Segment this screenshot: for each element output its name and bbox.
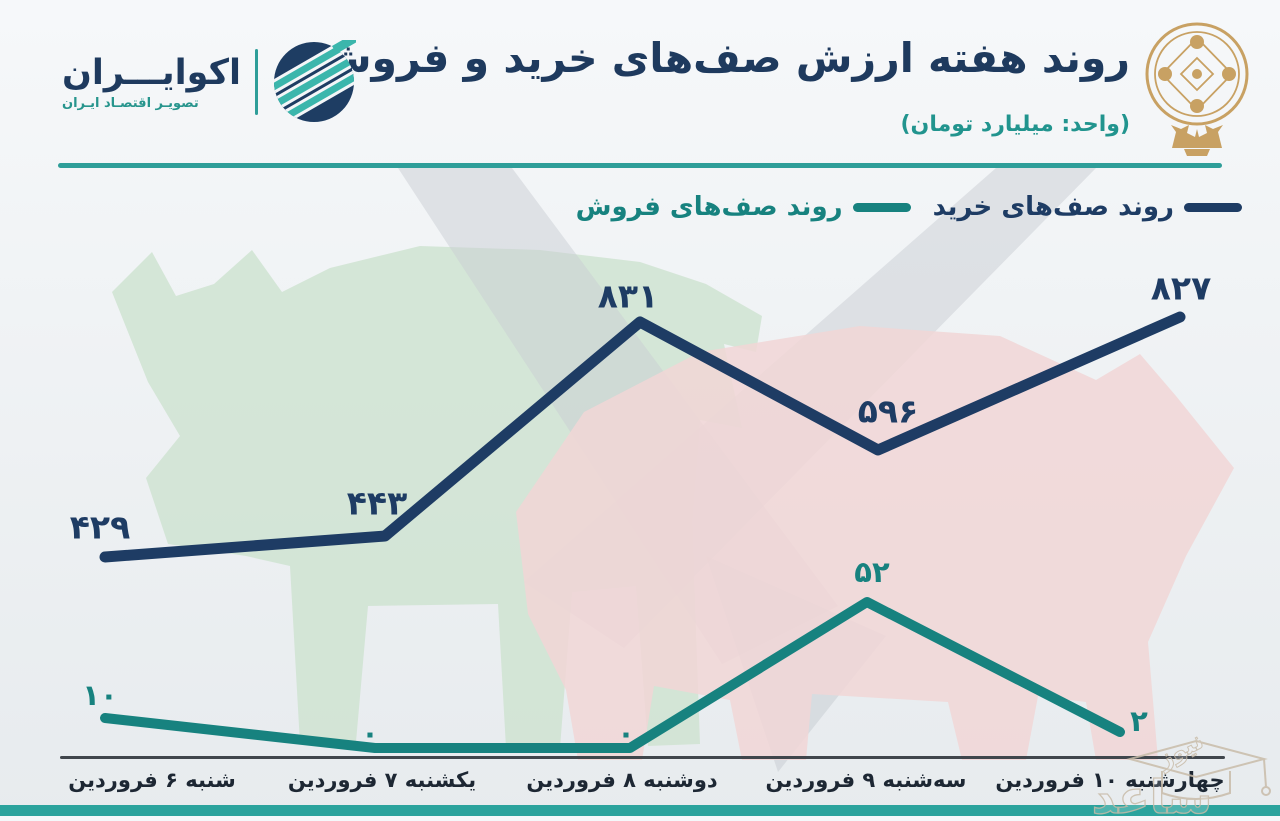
sell-line-swatch [852,202,911,212]
header-divider [58,163,1222,168]
page-title: روند هفته ارزش صف‌های خرید و فروش [314,34,1130,82]
buy-legend-label: روند صف‌های خرید [932,192,1174,222]
brand-logo: اکوایـــران تصویـر اقتصـاد ایـران [62,40,356,124]
news-watermark: ساعد نیوز [1091,726,1271,819]
buy-line-swatch [1184,202,1242,212]
legend-item-buy: روند صف‌های خرید [933,192,1242,222]
x-axis-line [60,756,1225,759]
graduation-cap-icon [1126,739,1268,779]
brand-tagline: تصویـر اقتصـاد ایـران [62,95,199,111]
brand-divider [254,49,258,115]
stock-exchange-emblem-icon [1145,22,1249,156]
brand-name: اکوایـــران [62,53,241,94]
unit-label: (واحد: میلیارد تومان) [900,112,1131,137]
bear-watermark [516,326,1234,760]
buy-queue-line [99,311,1186,563]
ecoiran-mark-icon [271,40,356,124]
legend: روند صف‌های خرید روند صف‌های فروش [576,192,1242,222]
watermark-text-big: ساعد [1092,770,1213,819]
legend-item-sell: روند صف‌های فروش [576,192,911,222]
footer-accent-bar [0,805,1280,816]
sell-queue-line [100,597,1125,753]
footer-strip [0,816,1280,821]
sell-legend-label: روند صف‌های فروش [575,192,843,222]
